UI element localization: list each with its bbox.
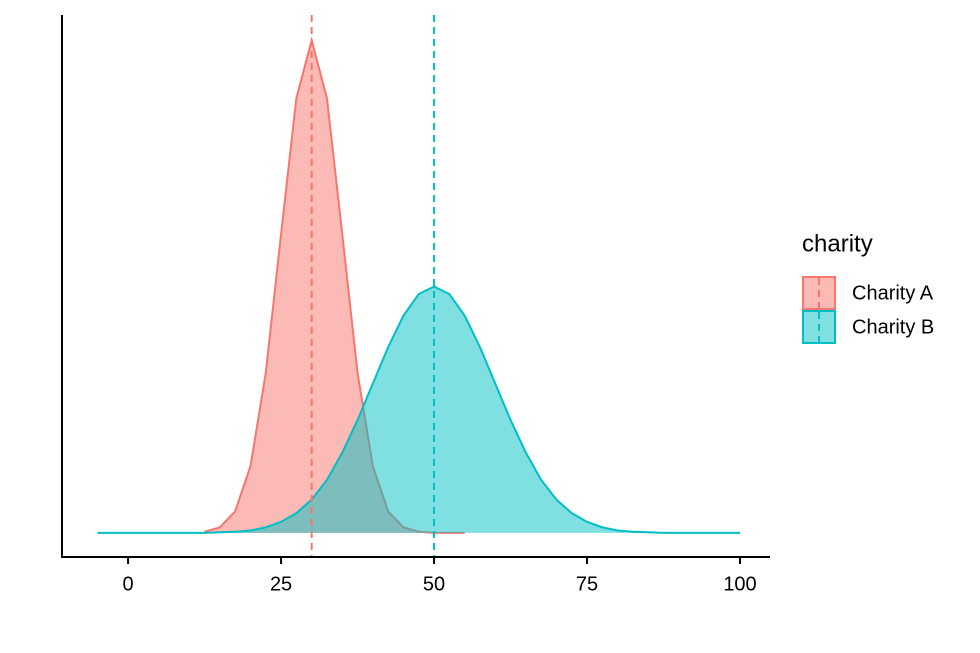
x-tick-label: 75 bbox=[576, 573, 598, 595]
legend-title: charity bbox=[802, 230, 873, 257]
x-tick-label: 25 bbox=[270, 573, 292, 595]
area-fill bbox=[204, 40, 465, 533]
legend-label: Charity A bbox=[852, 282, 934, 304]
x-tick-label: 100 bbox=[723, 573, 756, 595]
legend-label: Charity B bbox=[852, 316, 934, 338]
x-tick-label: 50 bbox=[423, 573, 445, 595]
x-tick-label: 0 bbox=[123, 573, 134, 595]
density-line bbox=[97, 285, 741, 534]
area-fill bbox=[97, 286, 741, 533]
plot-area bbox=[97, 15, 741, 557]
